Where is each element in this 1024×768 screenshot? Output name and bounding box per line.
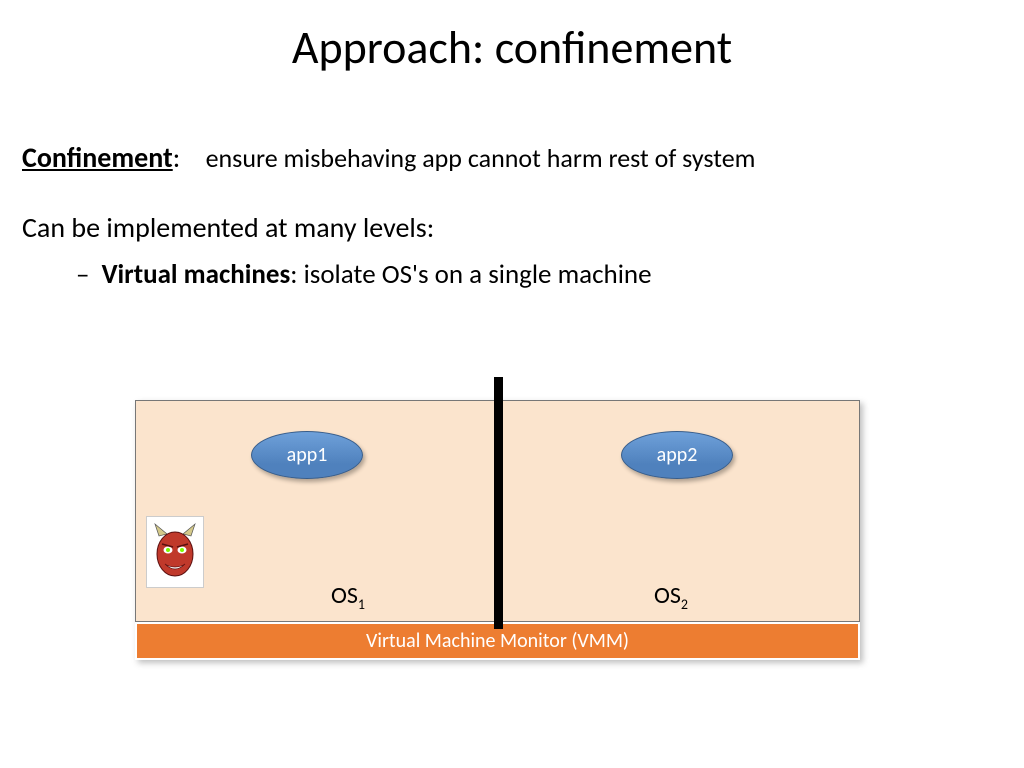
vmm-label: Virtual Machine Monitor (VMM) <box>366 629 629 653</box>
definition-desc: ensure misbehaving app cannot harm rest … <box>206 142 756 174</box>
os1-label: OS1 <box>331 581 365 613</box>
bullet-strong: Virtual machines <box>102 258 291 291</box>
app2-bubble: app2 <box>621 431 733 479</box>
os2-label: OS2 <box>654 581 688 613</box>
divider <box>494 377 503 629</box>
definition-term: Confinement <box>22 140 173 175</box>
intro-line: Can be implemented at many levels: <box>22 210 1002 245</box>
definition-line: Confinement: ensure misbehaving app cann… <box>22 140 1002 175</box>
bullet-rest: : isolate OS's on a single machine <box>290 258 651 291</box>
vm-diagram: app1 app2 OS <box>135 400 860 660</box>
evil-icon <box>146 516 204 588</box>
os-area: app1 app2 OS <box>135 400 860 622</box>
slide-title: Approach: confinement <box>0 20 1024 76</box>
app2-label: app2 <box>657 443 698 467</box>
bullet-dash: – <box>76 258 95 291</box>
app1-label: app1 <box>287 443 328 467</box>
slide: Approach: confinement Confinement: ensur… <box>0 0 1024 768</box>
bullet-line: – Virtual machines: isolate OS's on a si… <box>76 258 976 292</box>
app1-bubble: app1 <box>251 431 363 479</box>
